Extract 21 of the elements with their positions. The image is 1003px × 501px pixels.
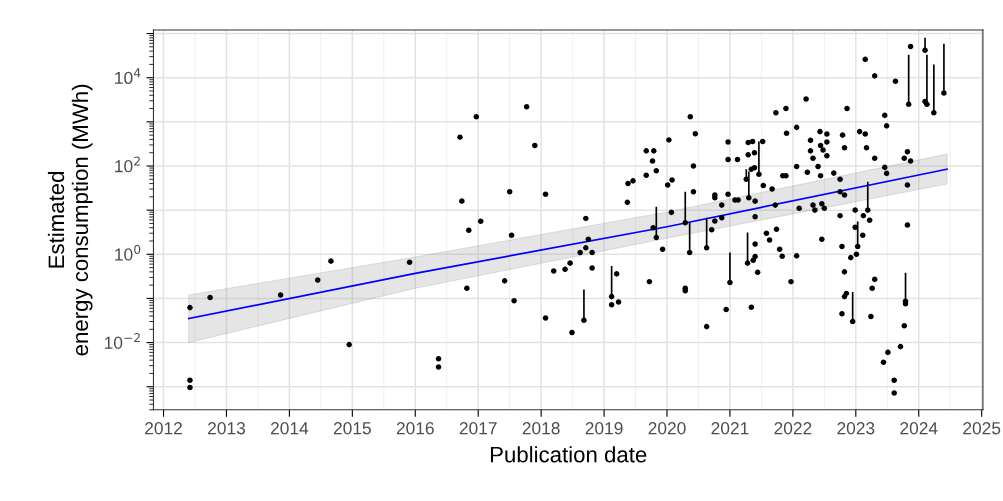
y-tick-label: 10$^{0}$ — [115, 244, 141, 261]
x-tick-label: 2020 — [648, 422, 686, 435]
x-tick-label: 2018 — [522, 422, 560, 435]
x-tick-label: 2015 — [333, 422, 371, 435]
x-tick-label: 2019 — [585, 422, 623, 435]
x-tick-label: 2025 — [963, 422, 1001, 435]
x-tick-label: 2021 — [711, 422, 749, 435]
x-axis-title: Publication date — [490, 446, 647, 463]
x-tick-label: 2012 — [145, 422, 182, 435]
line-series — [187, 168, 948, 320]
x-tick-label: 2024 — [900, 422, 938, 435]
y-tick-label: 10$^{4}$ — [115, 68, 141, 85]
x-tick-label: 2022 — [774, 422, 812, 435]
x-tick-label: 2017 — [459, 422, 497, 435]
x-tick-label: 2013 — [208, 422, 246, 435]
y-axis-title: Estimated energy consumption (MWh) — [47, 84, 93, 356]
x-tick-label: 2023 — [837, 422, 875, 435]
y-tick-label: 10$^{−2}$ — [104, 333, 140, 349]
y-tick-label: 10$^{2}$ — [115, 156, 140, 173]
x-tick-label: 2014 — [270, 422, 309, 435]
x-tick-label: 2016 — [396, 422, 434, 435]
